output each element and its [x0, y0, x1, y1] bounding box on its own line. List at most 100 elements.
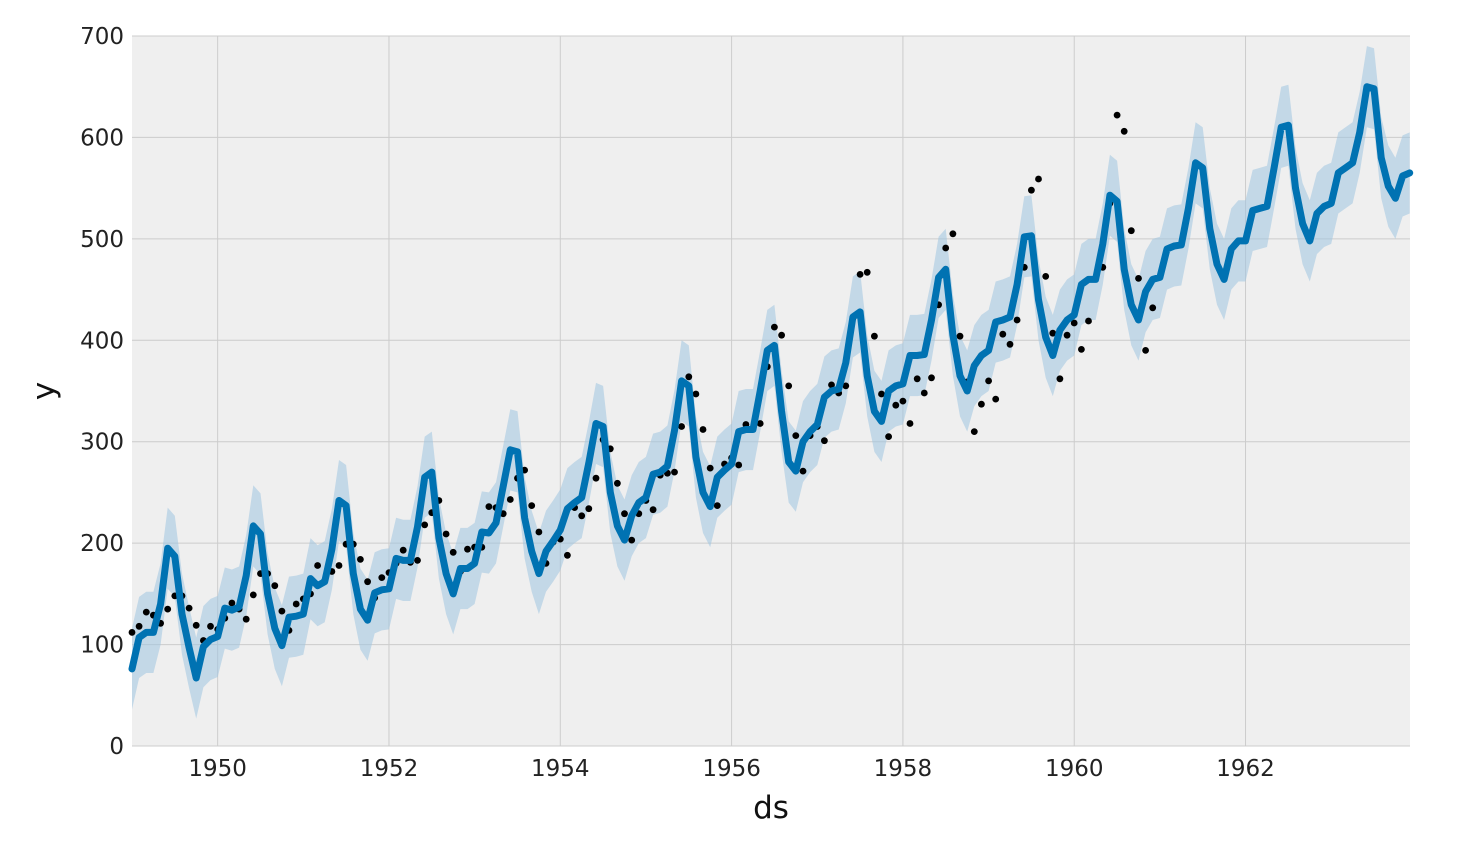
y-tick-label: 600: [80, 125, 124, 151]
observed-point: [956, 332, 964, 340]
observed-point: [314, 562, 321, 569]
observed-point: [128, 629, 136, 636]
observed-point: [464, 545, 471, 553]
observed-point: [564, 551, 571, 559]
observed-point: [785, 382, 793, 390]
observed-point: [706, 464, 714, 472]
observed-point: [699, 426, 707, 433]
x-tick-label: 1954: [531, 756, 590, 782]
observed-point: [1149, 304, 1157, 312]
y-tick-label: 100: [80, 633, 124, 659]
observed-point: [164, 605, 172, 613]
observed-point: [506, 496, 514, 503]
observed-point: [906, 420, 914, 427]
observed-point: [1142, 347, 1149, 354]
observed-point: [399, 546, 407, 554]
observed-point: [949, 230, 957, 238]
plot-area: [132, 36, 1410, 746]
x-tick-label: 1958: [874, 756, 933, 782]
observed-point: [242, 615, 250, 623]
observed-point: [1127, 227, 1135, 235]
y-tick-label: 700: [80, 24, 124, 50]
observed-point: [421, 521, 429, 529]
observed-point: [1135, 275, 1142, 282]
observed-point: [856, 271, 864, 278]
observed-point: [535, 528, 543, 536]
observed-point: [1063, 331, 1071, 339]
observed-point: [442, 530, 450, 538]
observed-point: [842, 382, 850, 390]
y-tick-label: 300: [80, 430, 124, 456]
y-tick-label: 500: [80, 227, 124, 253]
observed-point: [885, 433, 892, 440]
y-axis-ticks: 0 100 200 300 400 500 600 700: [80, 24, 124, 760]
observed-point: [863, 268, 871, 276]
forecast-line: [128, 83, 1414, 682]
observed-point: [756, 420, 764, 427]
x-tick-label: 1952: [360, 756, 419, 782]
observed-point: [485, 503, 493, 510]
observed-point: [878, 390, 885, 398]
observed-point: [1070, 319, 1078, 327]
observed-point: [1035, 175, 1042, 183]
observed-point: [828, 381, 835, 389]
observed-point: [1006, 340, 1014, 348]
observed-point: [985, 377, 992, 385]
observed-point: [692, 390, 700, 398]
observed-point: [942, 244, 950, 252]
observed-point: [1028, 186, 1035, 194]
observed-point: [628, 536, 636, 544]
observed-point: [185, 604, 193, 612]
observed-point: [135, 622, 143, 630]
observed-point: [271, 582, 279, 590]
observed-point: [913, 375, 921, 383]
observed-point: [821, 437, 828, 445]
x-tick-label: 1960: [1045, 756, 1104, 782]
x-tick-label: 1962: [1216, 756, 1275, 782]
observed-point: [799, 467, 807, 475]
observed-point: [678, 423, 685, 430]
observed-point: [871, 332, 878, 340]
observed-point: [528, 502, 536, 509]
observed-point: [592, 474, 600, 482]
observed-point: [1085, 317, 1092, 325]
observed-point: [449, 548, 457, 556]
observed-point: [621, 510, 628, 518]
observed-point: [142, 608, 150, 616]
y-tick-label: 400: [80, 328, 124, 354]
observed-point: [1120, 127, 1128, 135]
observed-point: [978, 400, 985, 408]
x-axis-label: ds: [753, 790, 789, 826]
observed-point: [649, 506, 657, 514]
observed-point: [335, 562, 343, 569]
y-tick-label: 0: [109, 734, 124, 760]
observed-point: [292, 600, 300, 608]
observed-point: [192, 621, 200, 629]
observed-point: [1042, 273, 1050, 280]
observed-point: [364, 578, 371, 586]
observed-point: [920, 389, 928, 397]
y-axis-label: y: [26, 382, 62, 400]
observed-point: [671, 468, 678, 476]
observed-point: [792, 432, 800, 439]
observed-point: [228, 599, 236, 607]
observed-point: [892, 401, 900, 409]
observed-point: [685, 373, 693, 381]
x-axis-ticks: 1950 1952 1954 1956 1958 1960 1962: [188, 756, 1274, 782]
observed-point: [578, 512, 586, 520]
observed-point: [928, 374, 935, 382]
observed-point: [585, 505, 593, 513]
x-tick-label: 1950: [188, 756, 247, 782]
observed-point: [378, 574, 386, 581]
observed-point: [999, 330, 1007, 338]
observed-point: [778, 331, 785, 339]
observed-point: [899, 397, 907, 405]
observed-point: [1056, 375, 1064, 383]
observed-point: [1049, 329, 1057, 337]
observed-point: [992, 395, 1000, 403]
observed-point: [713, 502, 721, 509]
observed-point: [207, 622, 214, 630]
observed-point: [249, 591, 257, 599]
observed-point: [1013, 316, 1021, 324]
